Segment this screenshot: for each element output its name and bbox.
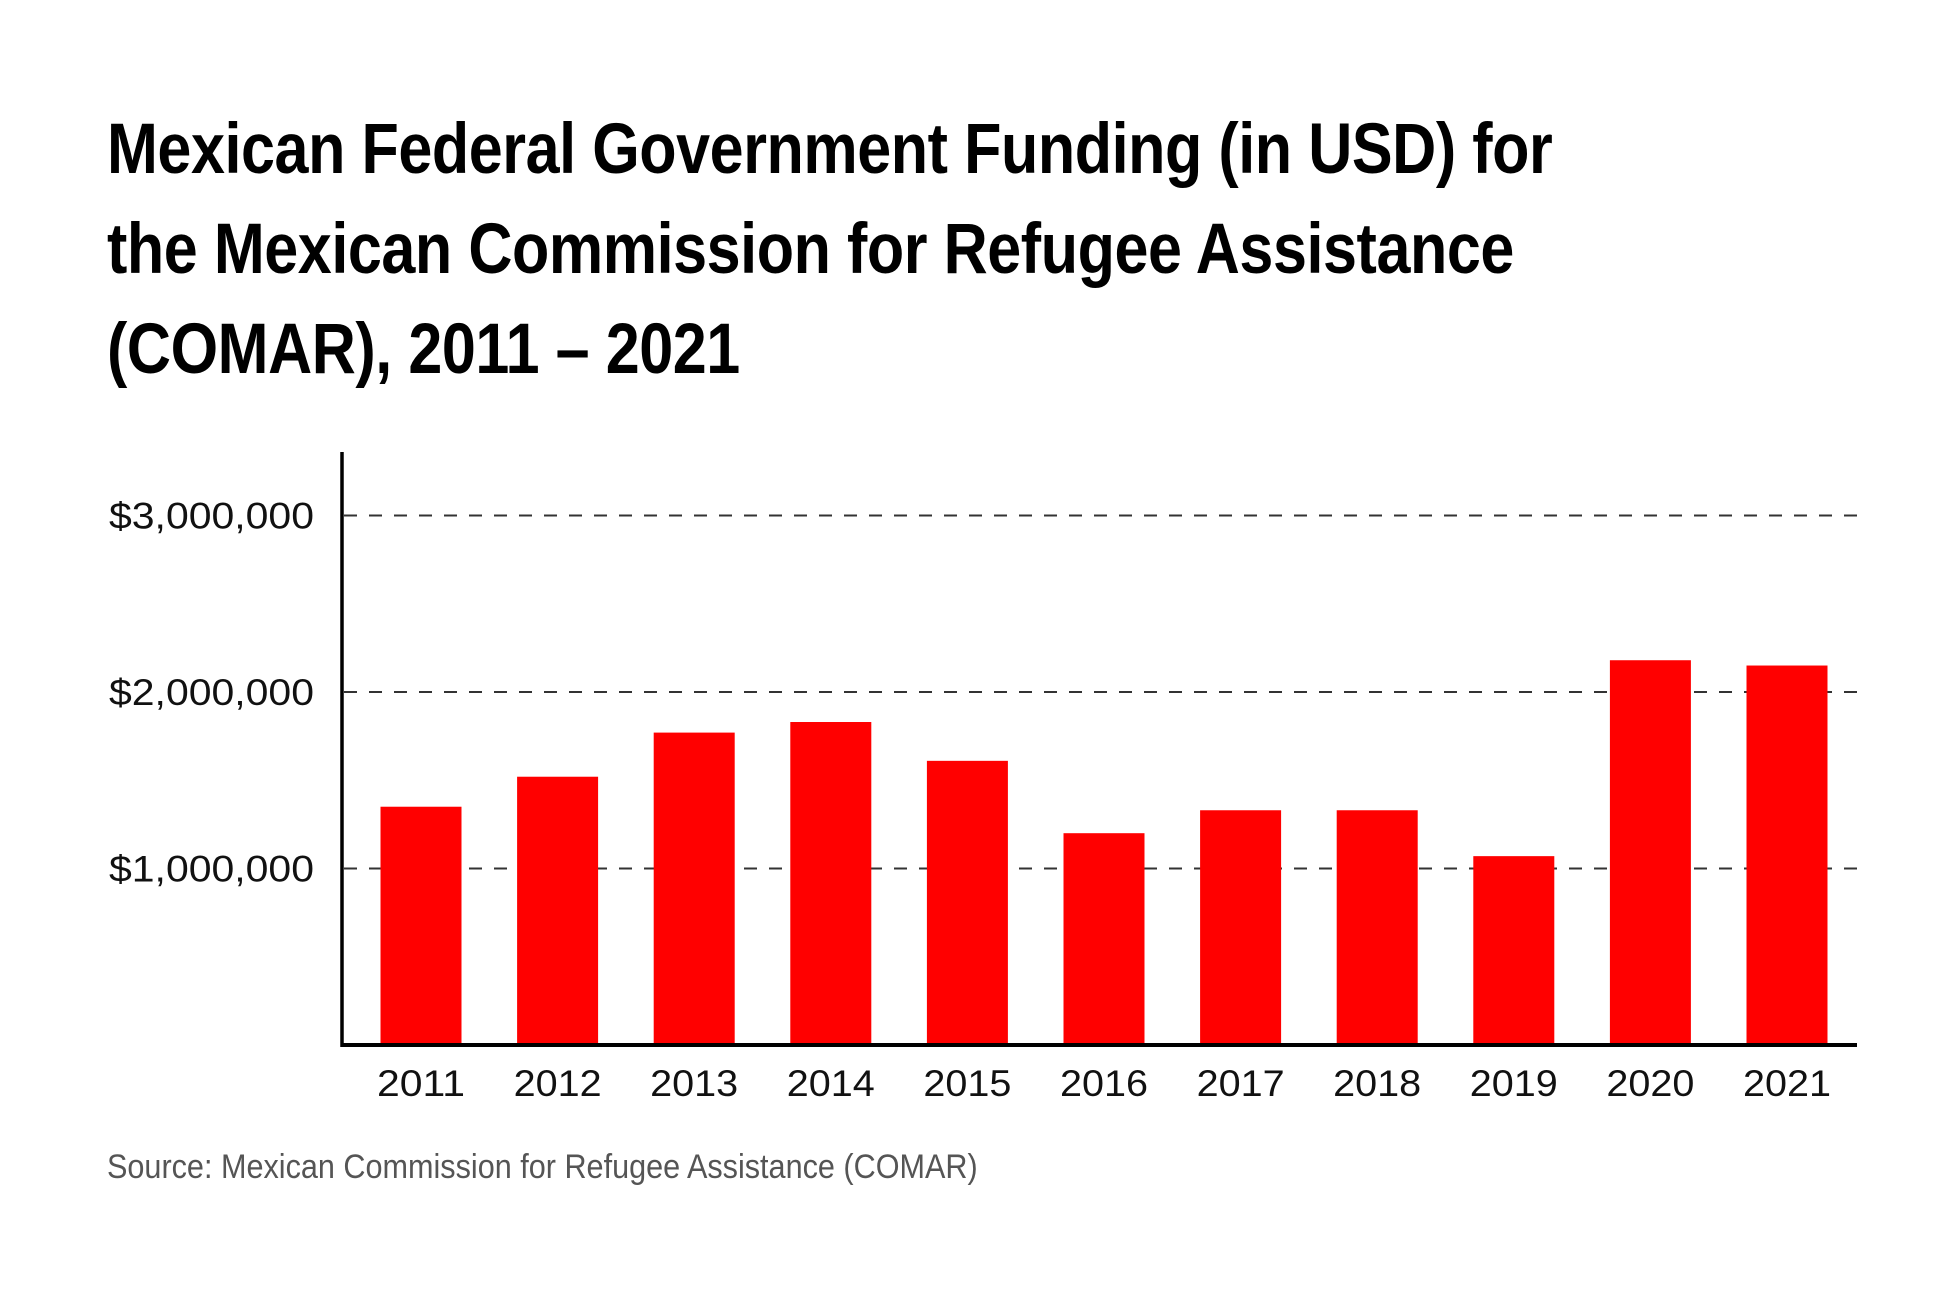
bar-2016	[1063, 833, 1145, 1045]
x-tick-label: 2011	[377, 1063, 465, 1104]
x-tick-label: 2020	[1606, 1063, 1694, 1104]
x-tick-label: 2015	[923, 1063, 1011, 1104]
chart-title-line-2: the Mexican Commission for Refugee Assis…	[107, 210, 1514, 289]
x-tick-label: 2014	[787, 1063, 875, 1104]
x-tick-label: 2012	[514, 1063, 602, 1104]
bar-2014	[790, 722, 872, 1045]
bar-2020	[1609, 660, 1691, 1045]
chart-title-line-3: (COMAR), 2011 – 2021	[107, 310, 740, 389]
x-tick-label: 2019	[1470, 1063, 1558, 1104]
x-tick-label: 2013	[650, 1063, 738, 1104]
y-tick-label: $3,000,000	[109, 496, 314, 537]
x-tick-label: 2018	[1333, 1063, 1421, 1104]
bar-2017	[1200, 810, 1282, 1045]
source-note: Source: Mexican Commission for Refugee A…	[107, 1148, 978, 1186]
y-tick-label: $2,000,000	[109, 672, 314, 713]
bar-2015	[926, 760, 1008, 1045]
bar-2011	[380, 806, 462, 1045]
bar-2012	[517, 776, 599, 1045]
x-tick-label: 2021	[1743, 1063, 1831, 1104]
chart-title-line-1: Mexican Federal Government Funding (in U…	[107, 110, 1553, 189]
y-axis-tick-labels: $1,000,000 $2,000,000 $3,000,000	[109, 496, 314, 890]
bar-2018	[1336, 810, 1418, 1045]
x-tick-label: 2016	[1060, 1063, 1148, 1104]
bar-2019	[1473, 856, 1555, 1045]
chart-title: Mexican Federal Government Funding (in U…	[107, 100, 1655, 400]
x-tick-label: 2017	[1197, 1063, 1285, 1104]
bar-2013	[653, 732, 735, 1045]
bars	[380, 660, 1828, 1045]
bar-2021	[1746, 665, 1828, 1045]
x-axis-tick-labels: 2011 2012 2013 2014 2015 2016 2017 2018 2019 2020…	[377, 1063, 1831, 1104]
y-tick-label: $1,000,000	[109, 849, 314, 890]
